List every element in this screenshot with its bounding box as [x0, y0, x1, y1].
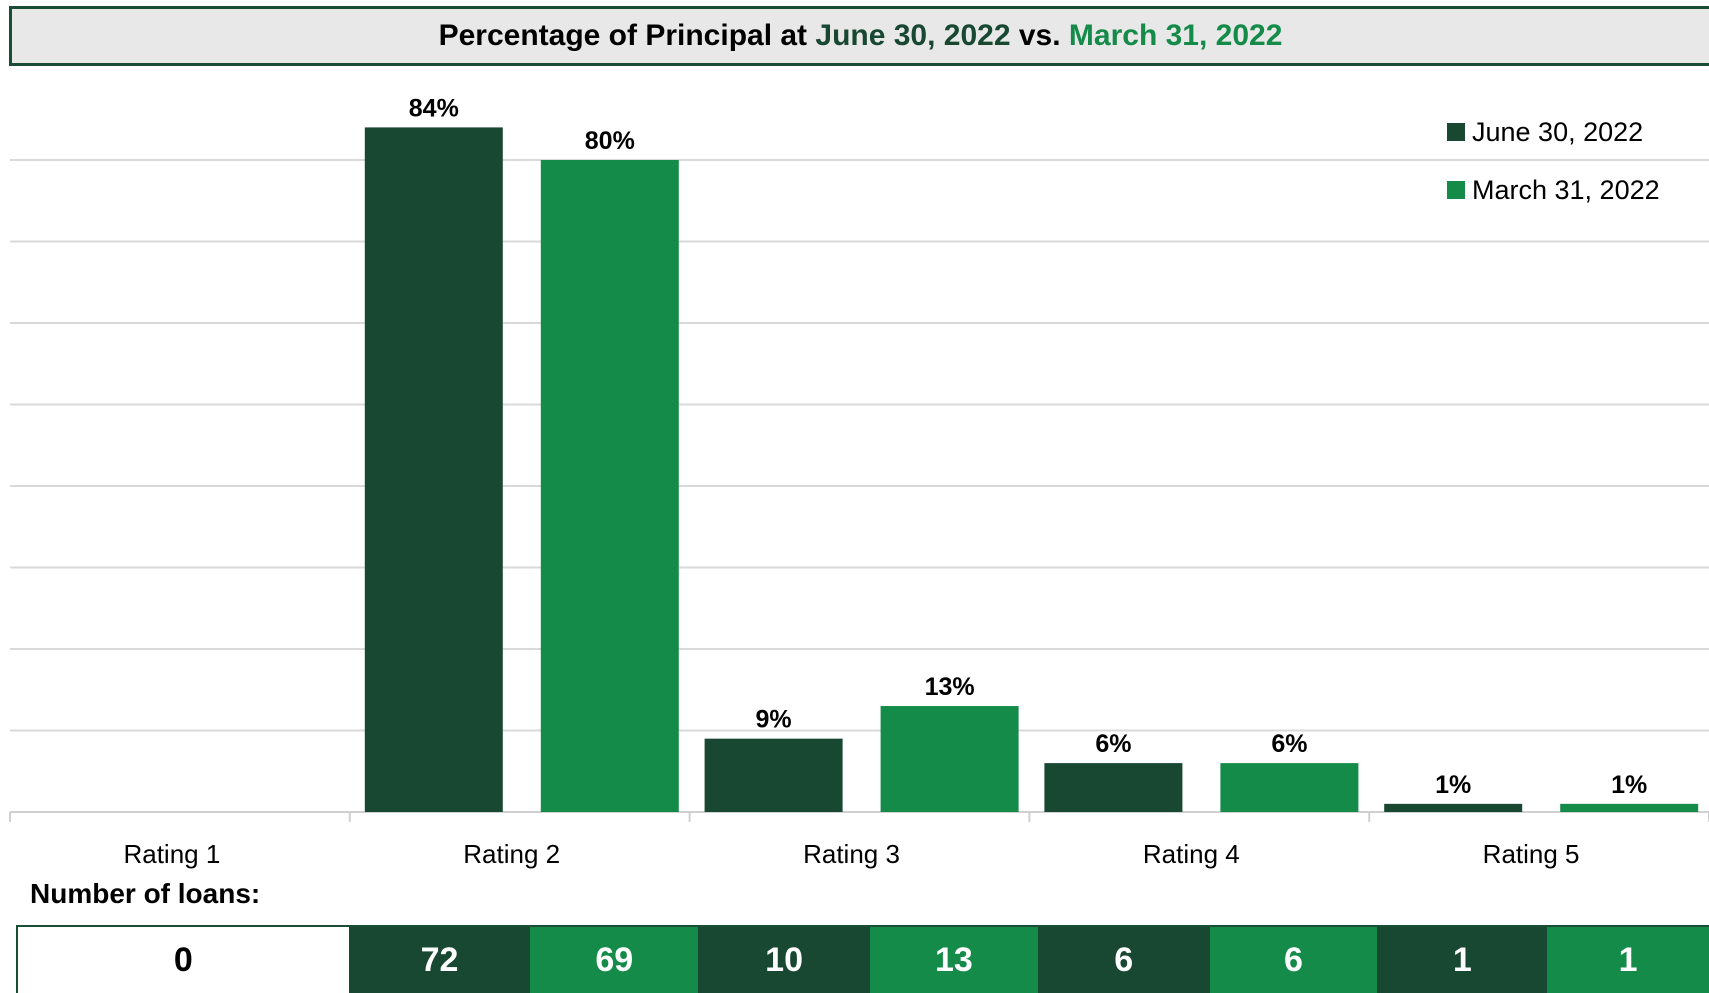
bar-chart: 84% 9% 6% 1% 80% 13% 6% 1% Rating 1 Rating 2 Ratin… [9, 94, 1709, 869]
data-label: 6% [1095, 730, 1131, 758]
data-label: 13% [925, 673, 975, 701]
legend-swatch [1447, 123, 1465, 141]
data-label: 9% [756, 706, 792, 734]
loan-count-cell: 13 [869, 927, 1038, 993]
loan-count-cell: 6 [1037, 927, 1210, 993]
bar-march-5 [1560, 803, 1699, 812]
data-label: 80% [585, 127, 635, 155]
loan-count-cell: 69 [530, 927, 699, 993]
category-label: Rating 1 [123, 839, 220, 869]
data-label: 1% [1611, 771, 1647, 799]
loan-count-cell: 0 [18, 927, 349, 993]
loan-count-cell: 6 [1209, 927, 1378, 993]
bar-june-5 [1384, 803, 1523, 812]
title-date-march: March 31, 2022 [1068, 19, 1283, 52]
chart-title: Percentage of Principal at June 30, 2022… [9, 6, 1709, 66]
data-label: 84% [409, 94, 459, 122]
bar-march-4 [1220, 763, 1359, 812]
legend-item: June 30, 2022 [1472, 117, 1643, 147]
title-mid: vs. [1010, 19, 1069, 52]
loan-count-cell: 1 [1377, 927, 1548, 993]
data-label: 6% [1271, 730, 1307, 758]
loan-count-cell: 72 [348, 927, 531, 993]
legend-swatch [1447, 181, 1465, 199]
data-label: 1% [1435, 771, 1471, 799]
title-prefix: Percentage of Principal at [438, 19, 816, 52]
category-label: Rating 5 [1483, 839, 1580, 869]
loan-count-cell: 1 [1547, 927, 1709, 993]
category-label: Rating 3 [803, 839, 900, 869]
bar-march-2 [540, 160, 679, 812]
bar-june-2 [364, 127, 503, 812]
legend-item: March 31, 2022 [1472, 175, 1660, 205]
loan-count-cell: 10 [698, 927, 870, 993]
loans-table: 0 72 69 10 13 6 6 1 1 [16, 925, 1709, 993]
title-date-june: June 30, 2022 [815, 19, 1011, 52]
bar-june-4 [1044, 763, 1183, 812]
category-label: Rating 2 [463, 839, 560, 869]
bar-march-3 [880, 706, 1019, 812]
loans-label: Number of loans: [30, 878, 261, 909]
category-label: Rating 4 [1143, 839, 1240, 869]
bar-june-3 [704, 738, 843, 812]
